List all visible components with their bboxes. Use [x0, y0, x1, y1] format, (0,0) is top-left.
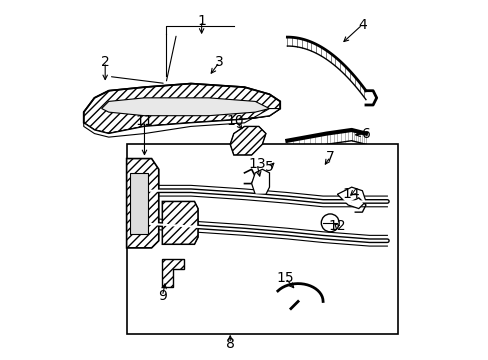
Bar: [126, 144, 397, 334]
Text: 7: 7: [325, 150, 334, 164]
Text: 2: 2: [101, 55, 109, 69]
Polygon shape: [126, 158, 159, 248]
Circle shape: [321, 214, 339, 232]
Text: 4: 4: [357, 18, 366, 32]
Text: 11: 11: [135, 114, 153, 128]
Text: 6: 6: [361, 127, 369, 140]
Polygon shape: [251, 169, 269, 194]
Text: 14: 14: [342, 187, 360, 201]
Polygon shape: [162, 258, 183, 287]
Polygon shape: [130, 173, 148, 234]
Text: 5: 5: [264, 161, 273, 175]
Polygon shape: [230, 126, 265, 155]
Text: 12: 12: [328, 220, 346, 233]
Polygon shape: [83, 84, 280, 134]
Text: 15: 15: [276, 271, 294, 285]
Polygon shape: [162, 202, 198, 244]
Text: 10: 10: [226, 114, 244, 128]
Polygon shape: [323, 169, 347, 184]
Text: 9: 9: [158, 289, 166, 303]
Polygon shape: [83, 109, 280, 137]
Polygon shape: [272, 152, 369, 166]
Polygon shape: [337, 187, 365, 208]
Text: 13: 13: [248, 157, 265, 171]
Text: 1: 1: [197, 14, 205, 28]
Text: 3: 3: [215, 55, 224, 69]
Text: 8: 8: [225, 337, 234, 351]
Polygon shape: [102, 98, 269, 116]
